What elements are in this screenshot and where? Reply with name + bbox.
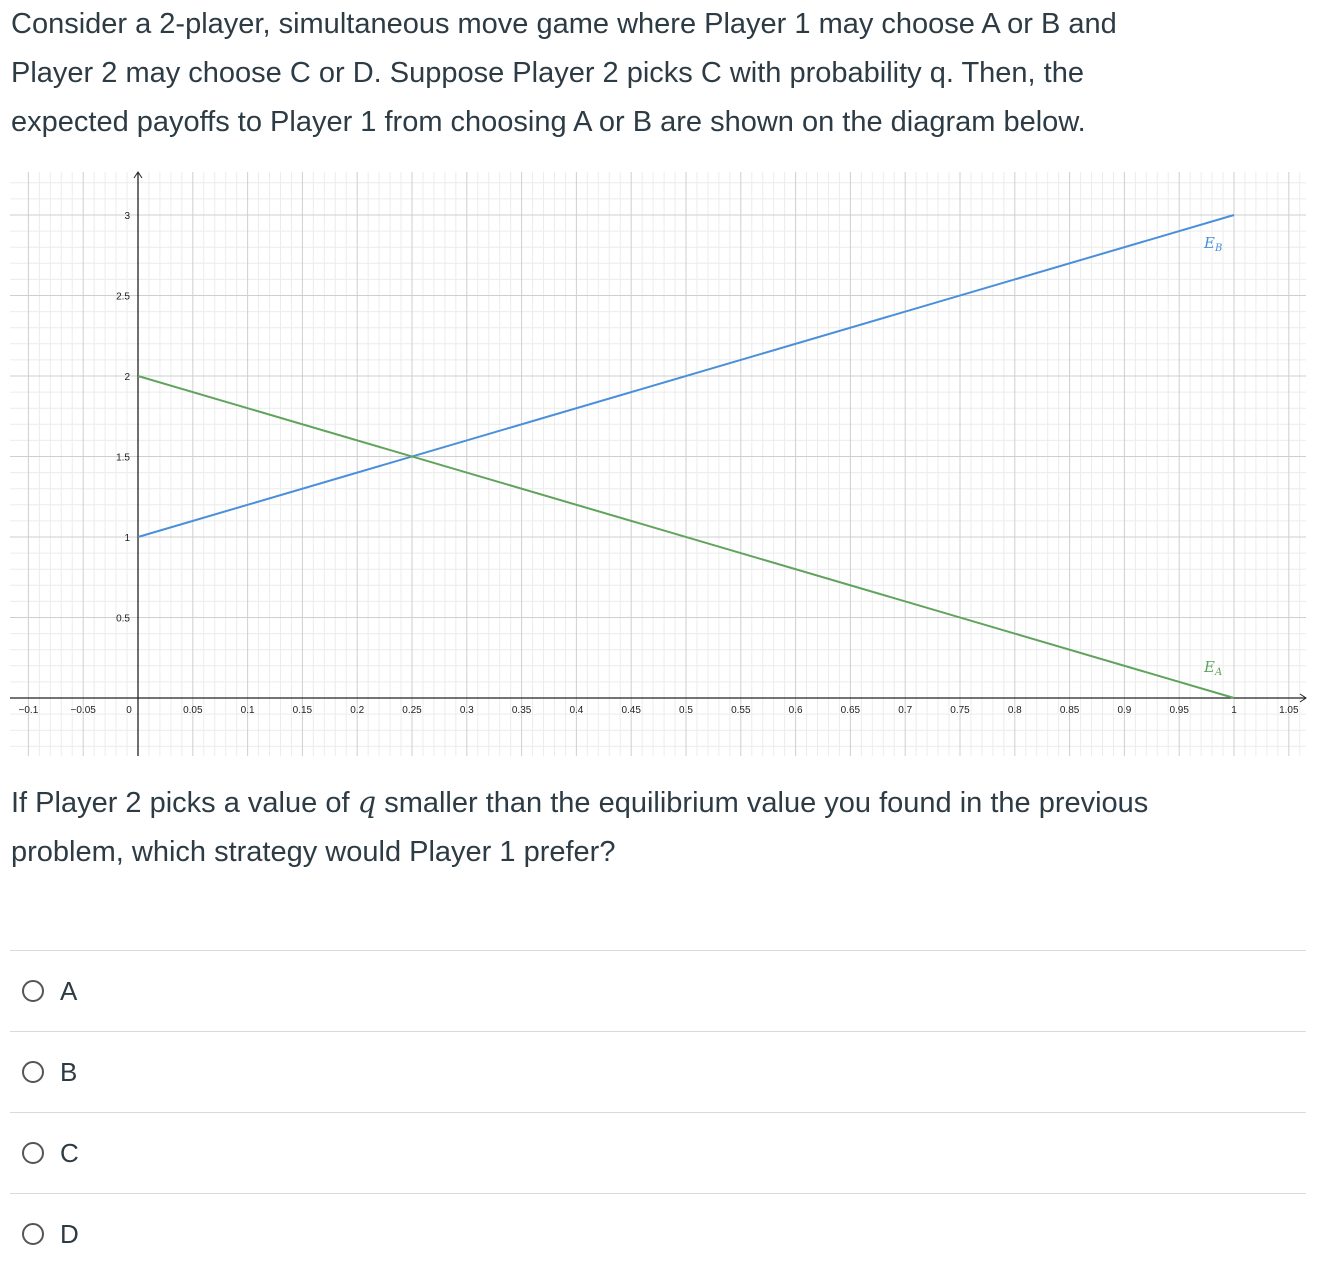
answer-options: A B C D [10, 950, 1306, 1274]
x-tick-label: 0.3 [460, 705, 474, 716]
followup-text-line2: problem, which strategy would Player 1 p… [11, 836, 616, 868]
answer-option-d[interactable]: D [10, 1193, 1306, 1274]
y-tick-label: 3 [124, 211, 130, 222]
y-tick-label: 2 [124, 372, 130, 383]
series-lines [137, 214, 1235, 699]
y-tick-labels: 0.5 1 1.5 2 2.5 3 [116, 211, 130, 625]
answer-option-b[interactable]: B [10, 1031, 1306, 1112]
minor-gridlines [10, 172, 1306, 756]
x-tick-label: 0 [126, 705, 132, 716]
axes [10, 171, 1307, 756]
x-tick-label: 0.6 [789, 705, 803, 716]
radio-button-c[interactable] [22, 1142, 44, 1164]
question-line-3: expected payoffs to Player 1 from choosi… [11, 106, 1086, 138]
followup-question: If Player 2 picks a value of q smaller t… [11, 778, 1301, 877]
x-tick-label: 0.65 [841, 705, 861, 716]
answer-label-a: A [60, 975, 78, 1006]
series-line-e-a [137, 375, 1235, 699]
y-tick-label: 1.5 [116, 453, 130, 464]
series-line-e-b [137, 214, 1235, 538]
series-label-e-b: EB [1203, 234, 1222, 254]
major-gridlines [10, 172, 1306, 756]
answer-option-c[interactable]: C [10, 1112, 1306, 1193]
answer-option-a[interactable]: A [10, 950, 1306, 1031]
x-tick-label: 0.95 [1169, 705, 1189, 716]
x-tick-label: 0.4 [569, 705, 583, 716]
payoff-graph: −0.1 −0.05 0 0.05 0.1 0.15 0.2 0.25 0.3 0.35 0.4 0.… [10, 171, 1307, 756]
answer-label-d: D [60, 1218, 79, 1249]
y-axis-arrow [133, 171, 143, 179]
x-tick-label: 0.75 [950, 705, 970, 716]
question-line-2: Player 2 may choose C or D. Suppose Play… [11, 57, 1084, 89]
y-tick-label: 2.5 [116, 292, 130, 303]
x-tick-label: 0.1 [241, 705, 255, 716]
question-text: Consider a 2-player, simultaneous move g… [11, 0, 1301, 147]
x-tick-label: 0.7 [898, 705, 912, 716]
followup-text-after: smaller than the equilibrium value you f… [376, 787, 1149, 819]
x-tick-label: 0.2 [350, 705, 364, 716]
question-line-1: Consider a 2-player, simultaneous move g… [11, 8, 1117, 40]
x-tick-label: 0.45 [621, 705, 641, 716]
x-tick-label: 0.9 [1117, 705, 1131, 716]
x-tick-label: 0.5 [679, 705, 693, 716]
x-tick-label: 0.05 [183, 705, 203, 716]
y-tick-label: 0.5 [116, 614, 130, 625]
x-tick-labels: −0.1 −0.05 0 0.05 0.1 0.15 0.2 0.25 0.3 0.35 0.4 0.… [19, 705, 1299, 716]
x-tick-label: −0.1 [19, 705, 39, 716]
x-tick-label: −0.05 [71, 705, 97, 716]
x-tick-label: 0.55 [731, 705, 751, 716]
answer-label-c: C [60, 1137, 79, 1168]
x-tick-label: 1.05 [1279, 705, 1299, 716]
x-axis-arrow [1299, 693, 1307, 703]
followup-variable-q: q [357, 785, 377, 819]
x-tick-label: 0.8 [1008, 705, 1022, 716]
x-tick-label: 0.15 [293, 705, 313, 716]
x-tick-label: 0.35 [512, 705, 532, 716]
radio-button-d[interactable] [22, 1223, 44, 1245]
x-tick-label: 1 [1231, 705, 1237, 716]
y-tick-label: 1 [124, 533, 130, 544]
radio-button-a[interactable] [22, 980, 44, 1002]
x-tick-label: 0.85 [1060, 705, 1080, 716]
x-tick-label: 0.25 [402, 705, 422, 716]
radio-button-b[interactable] [22, 1061, 44, 1083]
answer-label-b: B [60, 1056, 78, 1087]
followup-text-before: If Player 2 picks a value of [11, 787, 358, 819]
series-label-e-a: EA [1203, 658, 1222, 678]
series-labels: EB EA [1203, 234, 1222, 678]
